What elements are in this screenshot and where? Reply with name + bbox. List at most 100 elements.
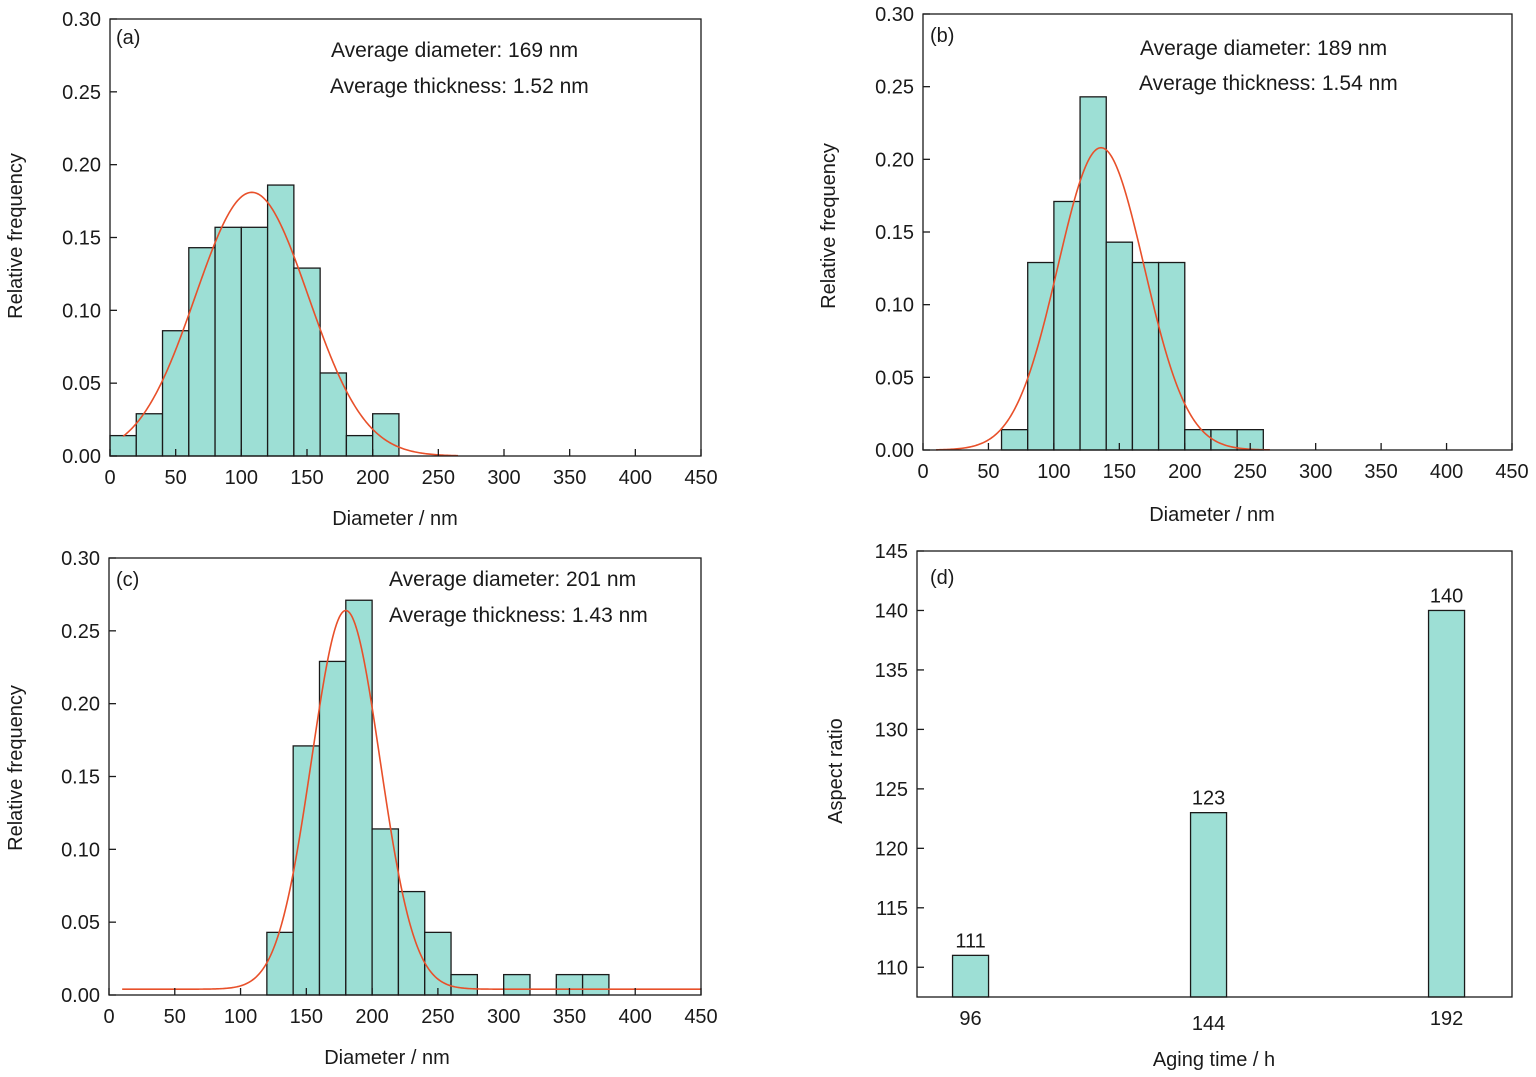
- histogram-bar-a-8: [319, 372, 348, 457]
- chart-panel-c: (c) Average diameter: 201 nm Average thi…: [5, 548, 718, 1069]
- gaussian-fit-curve-a: [122, 191, 459, 457]
- panel-label-d: (d): [930, 567, 954, 589]
- x-tick-label-a: 350: [553, 467, 586, 489]
- y-tick-label-d: 125: [875, 779, 908, 801]
- y-tick-label-a: 0.05: [62, 373, 101, 395]
- annotation-c-thickness: Average thickness: 1.43 nm: [389, 604, 648, 627]
- y-tick-label-d: 145: [875, 541, 908, 563]
- chart-panel-a: (a) Average diameter: 169 nm Average thi…: [5, 9, 718, 530]
- x-axis-title-d: Aging time / h: [1153, 1049, 1275, 1071]
- y-tick-label-b: 0.05: [875, 367, 914, 389]
- y-tick-label-a: 0.20: [62, 155, 101, 177]
- y-tick-label-c: 0.30: [61, 548, 100, 570]
- y-tick-label-c: 0.20: [61, 694, 100, 716]
- x-tick-label-c: 0: [103, 1006, 114, 1028]
- histogram-bar-b-0: [1000, 429, 1029, 451]
- x-category-label: 144: [1192, 1013, 1225, 1035]
- annotation-a-thickness: Average thickness: 1.52 nm: [330, 75, 589, 98]
- x-tick-label-c: 50: [164, 1006, 186, 1028]
- x-tick-label-a: 250: [422, 467, 455, 489]
- y-axis-title-d: Aspect ratio: [825, 718, 847, 824]
- x-tick-label-c: 400: [619, 1006, 652, 1028]
- y-tick-label-a: 0.15: [62, 228, 101, 250]
- y-tick-label-d: 130: [875, 719, 908, 741]
- x-tick-label-a: 200: [356, 467, 389, 489]
- x-tick-label-b: 50: [977, 461, 999, 483]
- y-axis-title-a: Relative frequency: [5, 153, 27, 319]
- histogram-bar-c-3: [345, 599, 373, 996]
- histogram-bar-c-1: [292, 745, 321, 996]
- histogram-bar-a-4: [214, 226, 242, 457]
- annotation-b-thickness: Average thickness: 1.54 nm: [1139, 72, 1398, 95]
- y-tick-label-d: 110: [876, 957, 908, 979]
- y-axis-title-c: Relative frequency: [5, 685, 27, 851]
- y-tick-label-a: 0.10: [62, 300, 101, 322]
- x-category-label: 96: [959, 1008, 981, 1030]
- y-tick-label-d: 135: [875, 660, 908, 682]
- histogram-bar-b-2: [1053, 200, 1081, 451]
- y-tick-label-a: 0.25: [62, 82, 101, 104]
- y-tick-label-c: 0.15: [61, 767, 100, 789]
- histogram-bar-c-8: [503, 973, 531, 996]
- y-tick-label-b: 0.20: [875, 149, 914, 171]
- annotation-a-diameter: Average diameter: 169 nm: [331, 39, 578, 62]
- histogram-bar-b-5: [1131, 261, 1160, 451]
- x-tick-label-c: 350: [553, 1006, 586, 1028]
- x-tick-label-b: 150: [1103, 461, 1136, 483]
- x-tick-label-b: 300: [1299, 461, 1332, 483]
- aspect-ratio-bar-144: [1189, 812, 1228, 998]
- panel-label-b: (b): [930, 25, 954, 47]
- histogram-bar-c-2: [318, 660, 347, 996]
- y-tick-label-a: 0.00: [62, 446, 101, 468]
- x-tick-label-b: 250: [1234, 461, 1267, 483]
- data-label-192: 140: [1430, 585, 1463, 607]
- annotation-c-diameter: Average diameter: 201 nm: [389, 568, 636, 591]
- annotation-b-diameter: Average diameter: 189 nm: [1140, 37, 1387, 60]
- aspect-ratio-bar-192: [1427, 609, 1466, 998]
- x-tick-label-c: 150: [290, 1006, 323, 1028]
- histogram-bar-a-9: [345, 434, 374, 457]
- x-tick-label-a: 0: [104, 467, 115, 489]
- histogram-bar-a-5: [240, 226, 269, 457]
- y-tick-label-d: 115: [876, 898, 908, 920]
- x-tick-label-c: 200: [355, 1006, 388, 1028]
- y-tick-label-b: 0.30: [875, 4, 914, 26]
- y-tick-label-c: 0.05: [61, 912, 100, 934]
- data-label-144: 123: [1192, 788, 1225, 810]
- y-tick-label-c: 0.25: [61, 621, 100, 643]
- histogram-bar-c-10: [581, 973, 610, 996]
- aspect-ratio-bar-96: [951, 954, 990, 998]
- x-category-label: 192: [1430, 1008, 1463, 1030]
- histogram-bar-a-10: [372, 413, 400, 457]
- y-tick-label-c: 0.00: [61, 985, 100, 1007]
- y-tick-label-a: 0.30: [62, 9, 101, 31]
- x-tick-label-a: 450: [684, 467, 717, 489]
- chart-panel-d: (d) Aging time / h Aspect ratio 111 123 14…: [825, 541, 1513, 1071]
- histogram-bar-b-1: [1027, 261, 1055, 451]
- x-tick-label-c: 250: [421, 1006, 454, 1028]
- x-tick-label-c: 300: [487, 1006, 520, 1028]
- y-tick-label-d: 120: [875, 838, 908, 860]
- histogram-bar-c-6: [424, 931, 452, 996]
- x-axis-title-b: Diameter / nm: [1149, 504, 1275, 526]
- chart-panel-b: (b) Average diameter: 189 nm Average thi…: [818, 4, 1529, 526]
- y-tick-label-c: 0.10: [61, 839, 100, 861]
- x-tick-label-c: 100: [224, 1006, 257, 1028]
- histogram-bar-c-5: [397, 890, 426, 996]
- y-tick-label-b: 0.00: [875, 440, 914, 462]
- gaussian-fit-curve-c: [122, 609, 701, 990]
- x-tick-label-a: 100: [225, 467, 258, 489]
- histogram-bar-b-3: [1079, 96, 1107, 451]
- panel-label-a: (a): [116, 27, 140, 49]
- x-tick-label-a: 400: [619, 467, 652, 489]
- histogram-bar-a-0: [109, 434, 137, 457]
- plot-frame-d: [916, 550, 1513, 998]
- x-tick-label-b: 0: [917, 461, 928, 483]
- x-tick-label-b: 200: [1168, 461, 1201, 483]
- histogram-bar-b-6: [1157, 261, 1186, 451]
- y-axis-title-b: Relative frequency: [818, 143, 840, 309]
- y-tick-label-d: 140: [875, 600, 908, 622]
- x-tick-label-b: 400: [1430, 461, 1463, 483]
- data-label-96: 111: [955, 930, 985, 952]
